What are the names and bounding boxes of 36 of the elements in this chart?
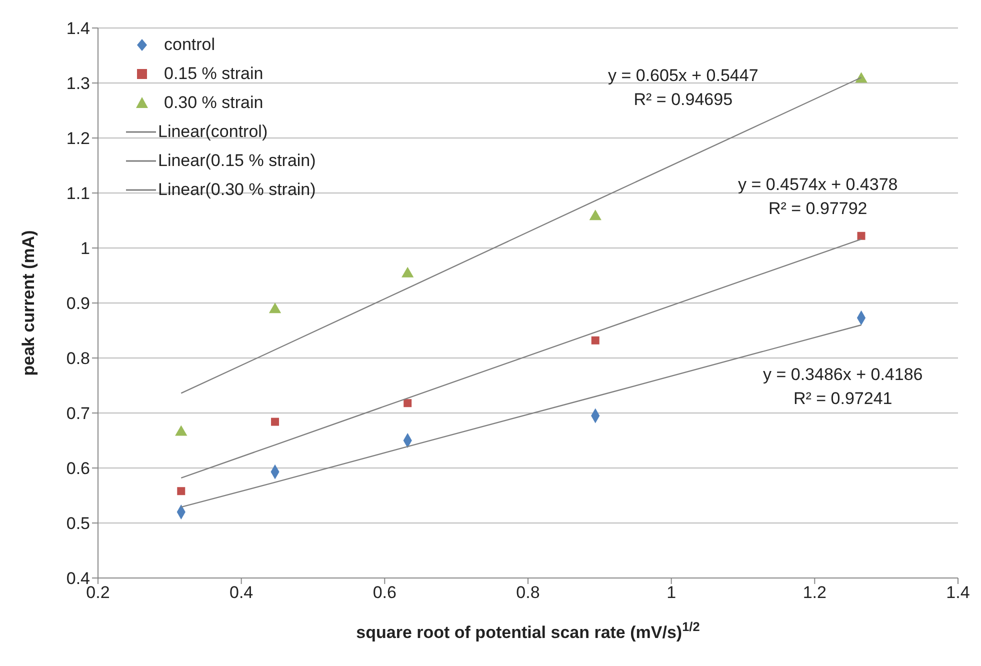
x-tick-label: 1.2 [802, 583, 826, 602]
y-tick-label: 0.5 [66, 514, 90, 534]
legend-label: control [164, 34, 216, 54]
point [268, 302, 282, 314]
point [591, 336, 600, 344]
x-tick-label: 0.6 [372, 583, 396, 602]
y-tick-label: 1 [80, 239, 90, 258]
y-axis-title: peak current (mA) [19, 230, 38, 376]
point [589, 210, 602, 220]
x-tick-label: 0.8 [516, 583, 540, 602]
legend-label: Linear(control) [158, 122, 268, 142]
y-tick-label: 1.2 [66, 129, 90, 148]
point [402, 266, 414, 278]
y-tick-label: 0.7 [66, 404, 90, 424]
legend-label: Linear(0.30 % strain) [158, 180, 316, 200]
x-tick-label: 0.4 [230, 583, 254, 602]
annotation: y = 0.4574x + 0.4378 R² = 0.97792 [738, 174, 898, 220]
x-axis-title: square root of potential scan rate (mV/s)$^{1/2}$ [356, 618, 700, 642]
y-tick-label: 0.8 [66, 349, 90, 368]
y-tick-label: 1.1 [66, 184, 90, 204]
y-tick-label: 1.4 [66, 19, 90, 38]
legend-label: Linear(0.15 % strain) [158, 150, 316, 170]
annotation: y = 0.3486x + 0.4186 R² = 0.97241 [763, 364, 923, 410]
point [857, 232, 866, 240]
y-tick-label: 0.6 [66, 459, 90, 478]
legend-label: 0.30 % strain [164, 92, 264, 112]
x-tick-label: 0.2 [86, 583, 110, 602]
x-tick-label: 1.4 [946, 583, 970, 602]
point [404, 399, 412, 408]
legend-label: 0.15 % strain [164, 64, 264, 84]
point [177, 487, 186, 496]
point [271, 418, 280, 426]
y-tick-label: 1.3 [66, 74, 90, 94]
annotation: y = 0.605x + 0.5447 R² = 0.94695 [608, 65, 758, 111]
x-tick-label: 1 [666, 583, 676, 602]
y-tick-label: 0.9 [66, 294, 90, 314]
